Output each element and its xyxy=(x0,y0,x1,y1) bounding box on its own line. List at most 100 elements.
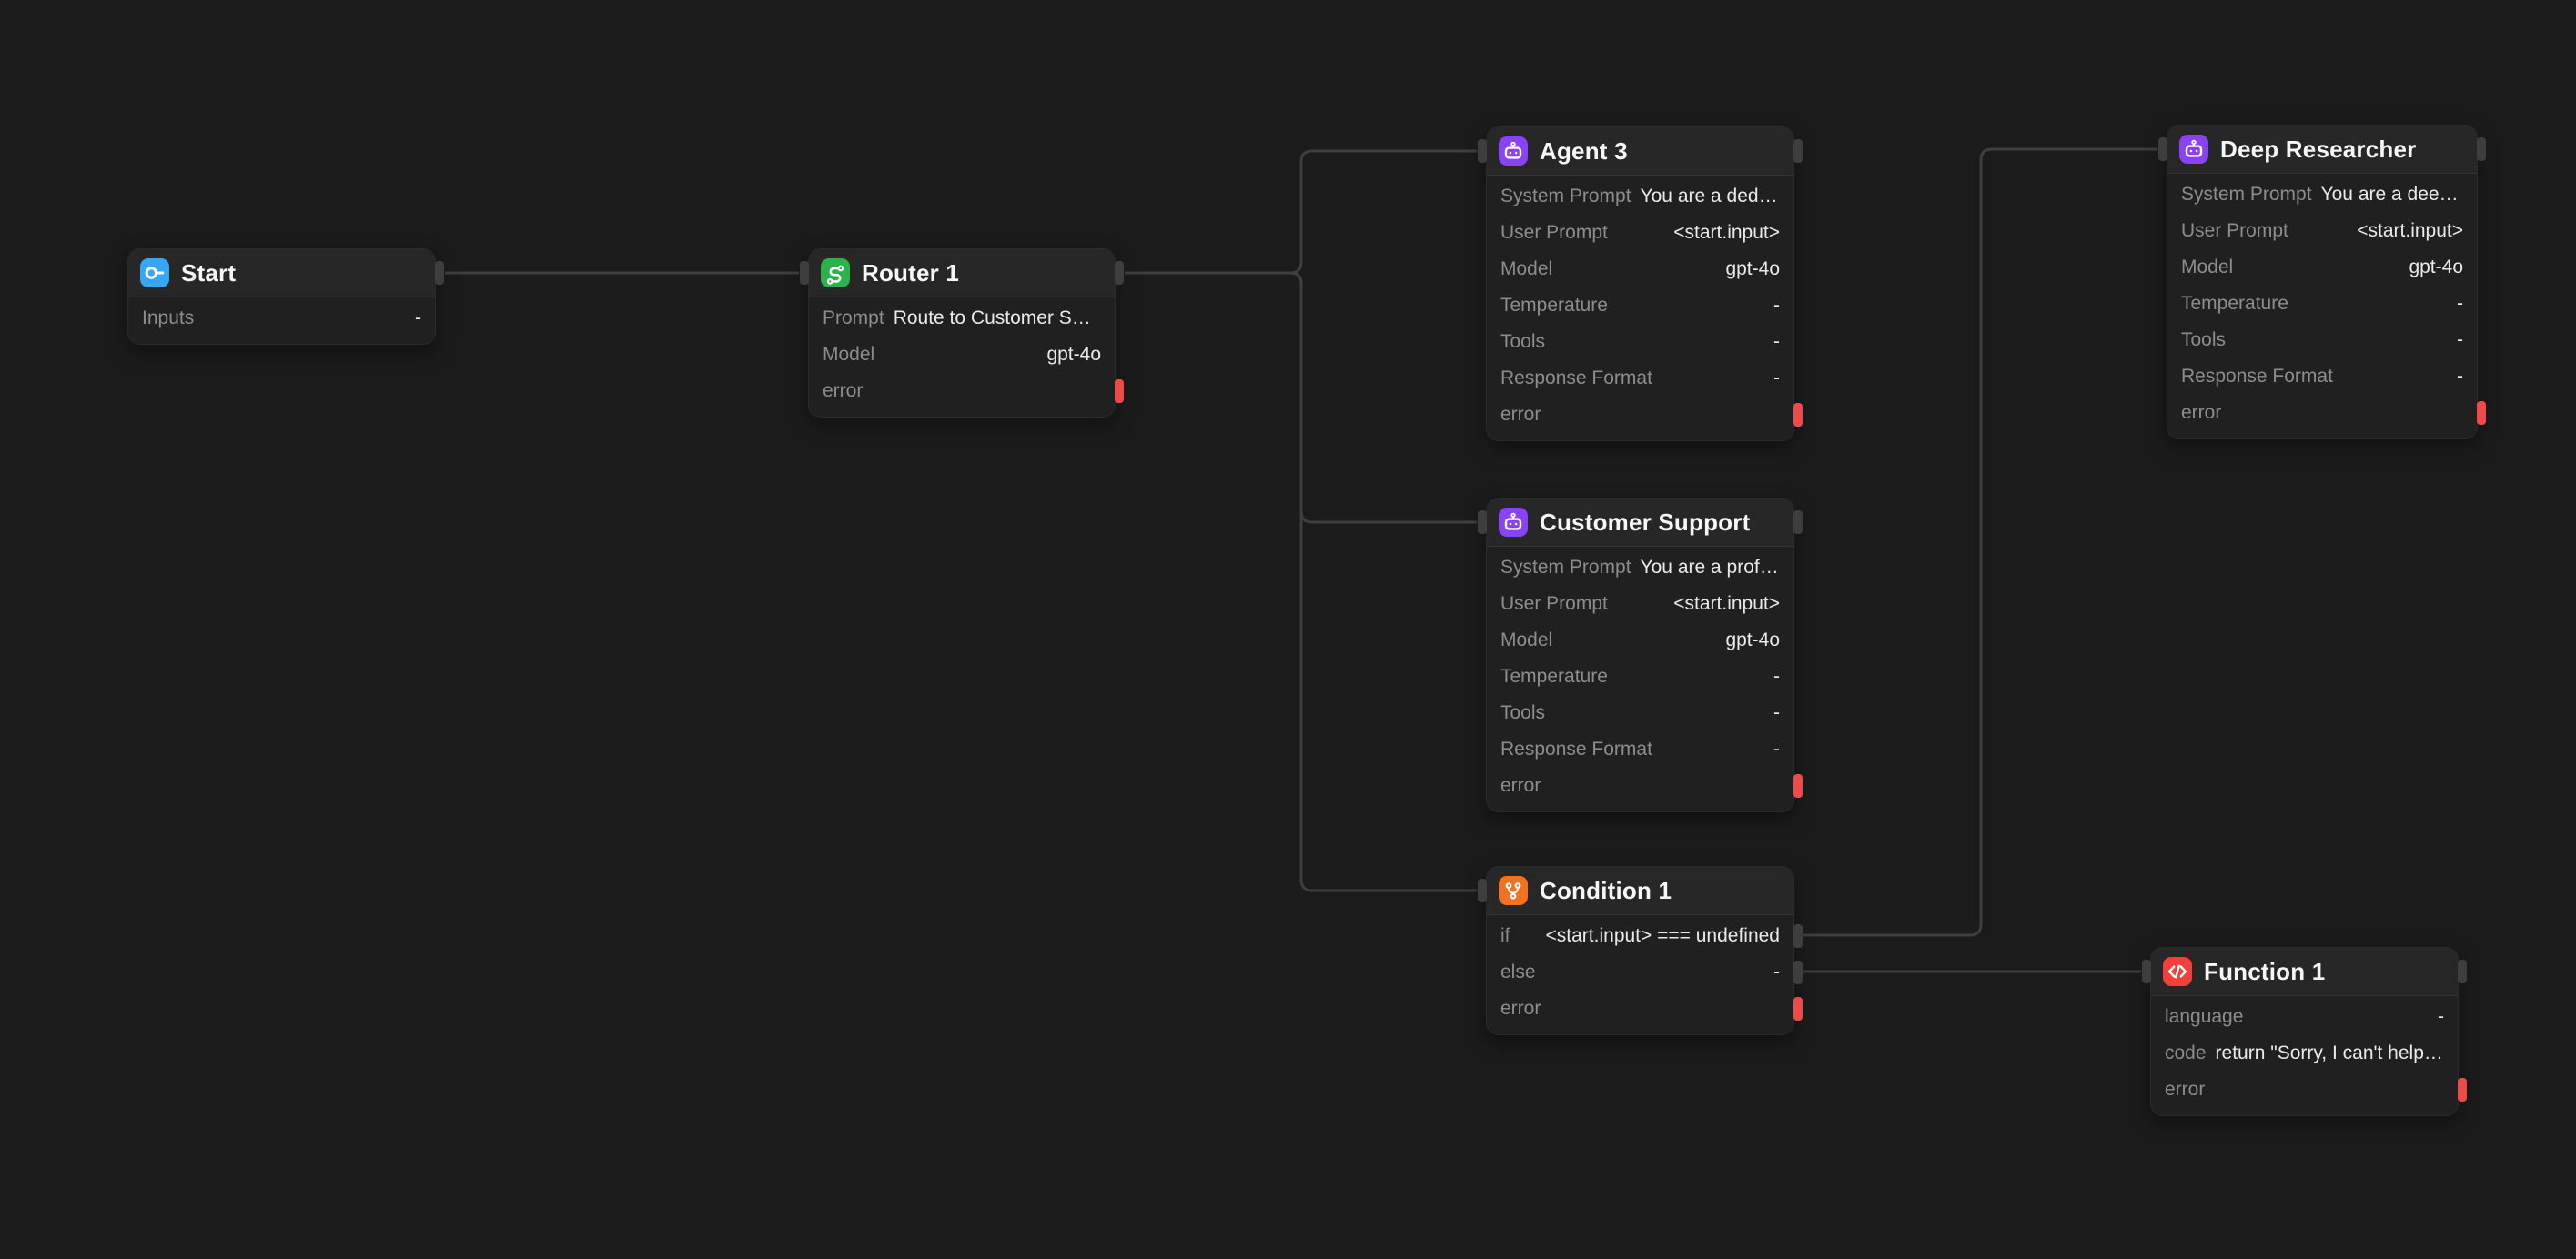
node-header[interactable]: Condition 1 xyxy=(1478,867,1793,915)
row-value: <start.input> === undefined xyxy=(1545,925,1780,946)
row-label: User Prompt xyxy=(1500,593,1608,614)
node-title: Function 1 xyxy=(2204,957,2326,985)
row-label: Temperature xyxy=(1500,666,1608,687)
router-icon xyxy=(821,258,850,287)
row-model[interactable]: Model gpt-4o xyxy=(1487,251,1793,287)
row-value: <start.input> xyxy=(2357,220,2463,241)
input-port[interactable] xyxy=(1478,139,1487,163)
input-port[interactable] xyxy=(1478,879,1487,902)
row-response-format[interactable]: Response Format - xyxy=(2167,358,2477,395)
edge-router1-to-agent3[interactable] xyxy=(1125,149,1477,275)
row-label: Temperature xyxy=(2181,293,2288,314)
row-tools[interactable]: Tools - xyxy=(1487,695,1793,731)
row-error[interactable]: error xyxy=(809,373,1124,409)
node-router-1[interactable]: Router 1 Prompt Route to Customer Suppo… Mo… xyxy=(800,248,1124,418)
output-port[interactable] xyxy=(1115,261,1124,285)
output-port[interactable] xyxy=(1793,961,1803,984)
row-label: Model xyxy=(2181,257,2234,277)
row-system-prompt[interactable]: System Prompt You are a deep res… xyxy=(2167,176,2477,213)
agent-icon xyxy=(1499,136,1528,166)
row-error[interactable]: error xyxy=(1487,397,1803,433)
output-port[interactable] xyxy=(1793,510,1803,534)
row-label: Response Format xyxy=(2181,366,2333,387)
row-user-prompt[interactable]: User Prompt <start.input> xyxy=(1487,586,1793,622)
row-temperature[interactable]: Temperature - xyxy=(1487,287,1793,324)
row-value: - xyxy=(1773,368,1780,388)
row-if[interactable]: if <start.input> === undefined xyxy=(1487,918,1803,954)
row-value: - xyxy=(1773,739,1780,760)
edge-router1-to-condition1[interactable] xyxy=(1125,271,1477,892)
row-error[interactable]: error xyxy=(1487,768,1803,804)
row-tools[interactable]: Tools - xyxy=(1487,324,1793,360)
row-model[interactable]: Model gpt-4o xyxy=(809,337,1115,373)
error-port[interactable] xyxy=(2458,1078,2467,1102)
input-port[interactable] xyxy=(2142,960,2151,983)
row-label: System Prompt xyxy=(2181,184,2312,205)
row-label: error xyxy=(823,380,864,401)
node-title: Start xyxy=(181,258,237,287)
node-body: Inputs - xyxy=(128,297,435,344)
node-deep-researcher[interactable]: Deep Researcher System Prompt You are a de… xyxy=(2158,125,2486,439)
node-agent-3[interactable]: Agent 3 System Prompt You are a dedicate… U… xyxy=(1478,126,1803,441)
edge-condition1-if-to-deep-researcher[interactable] xyxy=(1803,147,2157,937)
row-label: System Prompt xyxy=(1500,557,1631,578)
row-system-prompt[interactable]: System Prompt You are a dedicate… xyxy=(1487,178,1793,215)
error-port[interactable] xyxy=(2477,401,2486,425)
node-body: language - code return "Sorry, I can't help… xyxy=(2151,996,2467,1115)
row-tools[interactable]: Tools - xyxy=(2167,322,2477,358)
row-value: - xyxy=(415,307,421,328)
row-value: - xyxy=(1773,331,1780,352)
input-port[interactable] xyxy=(2158,137,2167,161)
row-label: Response Format xyxy=(1500,368,1652,388)
row-error[interactable]: error xyxy=(1487,991,1803,1027)
node-header[interactable]: Router 1 xyxy=(800,249,1124,297)
row-else[interactable]: else - xyxy=(1487,954,1803,991)
row-value: - xyxy=(2438,1006,2444,1027)
row-label: Model xyxy=(1500,258,1553,279)
row-temperature[interactable]: Temperature - xyxy=(2167,286,2477,322)
node-start[interactable]: Start Inputs - xyxy=(127,248,444,345)
node-customer-support[interactable]: Customer Support System Prompt You are a p… xyxy=(1478,498,1803,812)
node-condition-1[interactable]: Condition 1 if <start.input> === undefined… xyxy=(1478,866,1803,1035)
row-system-prompt[interactable]: System Prompt You are a professio… xyxy=(1487,549,1793,586)
row-model[interactable]: Model gpt-4o xyxy=(2167,249,2477,286)
row-value: return "Sorry, I can't help with … xyxy=(2215,1042,2444,1063)
row-label: Prompt xyxy=(823,307,884,328)
row-code[interactable]: code return "Sorry, I can't help with … xyxy=(2151,1035,2458,1072)
node-function-1[interactable]: Function 1 language - code return "Sorry, I … xyxy=(2142,947,2467,1116)
row-model[interactable]: Model gpt-4o xyxy=(1487,622,1793,659)
row-response-format[interactable]: Response Format - xyxy=(1487,731,1793,768)
error-port[interactable] xyxy=(1793,774,1803,798)
error-port[interactable] xyxy=(1115,379,1124,403)
node-header[interactable]: Function 1 xyxy=(2142,948,2467,996)
row-user-prompt[interactable]: User Prompt <start.input> xyxy=(2167,213,2477,249)
node-body: System Prompt You are a deep res… User Pro… xyxy=(2167,174,2486,438)
output-port[interactable] xyxy=(1793,924,1803,948)
node-header[interactable]: Customer Support xyxy=(1478,499,1803,547)
row-inputs[interactable]: Inputs - xyxy=(128,300,435,337)
row-prompt[interactable]: Prompt Route to Customer Suppo… xyxy=(809,300,1115,337)
node-header[interactable]: Start xyxy=(128,249,444,297)
row-label: Model xyxy=(823,344,875,365)
row-language[interactable]: language - xyxy=(2151,999,2458,1035)
row-user-prompt[interactable]: User Prompt <start.input> xyxy=(1487,215,1793,251)
output-port[interactable] xyxy=(1793,139,1803,163)
input-port[interactable] xyxy=(1478,510,1487,534)
row-temperature[interactable]: Temperature - xyxy=(1487,659,1793,695)
output-port[interactable] xyxy=(435,261,444,285)
input-port[interactable] xyxy=(800,261,809,285)
node-header[interactable]: Agent 3 xyxy=(1478,127,1803,176)
error-port[interactable] xyxy=(1793,997,1803,1021)
row-response-format[interactable]: Response Format - xyxy=(1487,360,1793,397)
row-error[interactable]: error xyxy=(2167,395,2486,431)
node-header[interactable]: Deep Researcher xyxy=(2158,126,2486,174)
node-title: Router 1 xyxy=(862,258,960,287)
output-port[interactable] xyxy=(2458,960,2467,983)
row-value: - xyxy=(1773,295,1780,316)
error-port[interactable] xyxy=(1793,403,1803,427)
row-label: error xyxy=(1500,775,1541,796)
row-error[interactable]: error xyxy=(2151,1072,2467,1108)
output-port[interactable] xyxy=(2477,137,2486,161)
